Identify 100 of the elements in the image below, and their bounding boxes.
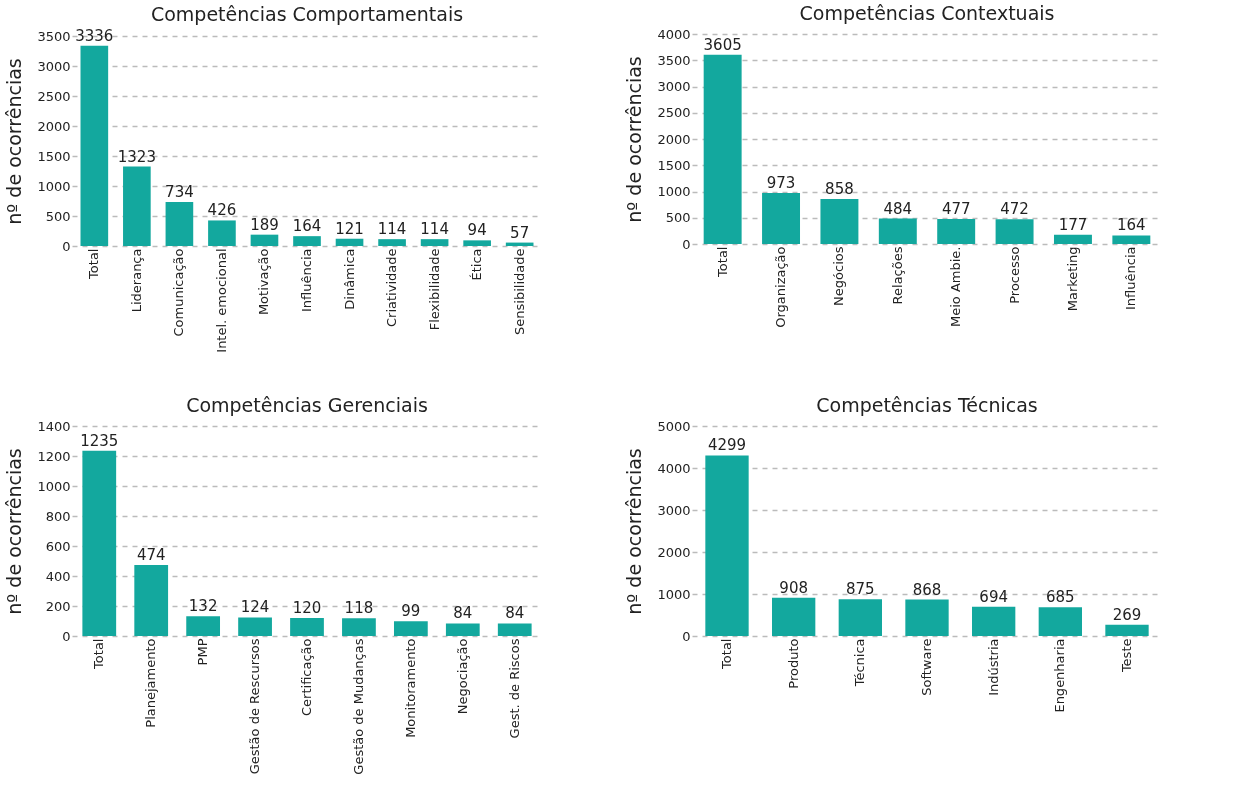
bar <box>393 621 428 636</box>
x-tick-label: Teste <box>1119 638 1134 674</box>
data-label: 875 <box>846 580 875 599</box>
bar <box>820 198 859 244</box>
data-label: 114 <box>377 220 407 239</box>
bar <box>703 54 742 244</box>
y-tick-label: 1500 <box>37 148 71 164</box>
chart-title: Competências Contextuais <box>799 2 1055 24</box>
data-label: 99 <box>401 602 421 621</box>
data-label: 3605 <box>703 35 742 54</box>
bar <box>1105 624 1149 636</box>
x-tick-label: Organização <box>773 246 789 328</box>
bar <box>250 234 279 246</box>
x-tick-label: Engenharia <box>1052 638 1068 713</box>
bar <box>937 218 976 244</box>
bar <box>293 236 321 246</box>
x-tick-label: Gestão de Rescursos <box>247 638 263 775</box>
y-axis-title: nº de ocorrências <box>3 58 26 225</box>
bar <box>463 240 491 246</box>
x-tick-label: Software <box>919 638 934 696</box>
data-label: 124 <box>240 598 270 617</box>
bar <box>290 618 324 636</box>
bar <box>445 623 480 636</box>
data-label: 973 <box>766 173 796 192</box>
y-tick-label: 800 <box>45 508 71 524</box>
bar <box>838 599 882 636</box>
y-tick-label: 1000 <box>37 478 71 494</box>
bar <box>335 238 364 246</box>
y-tick-label: 1000 <box>37 178 71 194</box>
y-tick-label: 5000 <box>657 418 691 434</box>
bar <box>972 606 1016 636</box>
x-tick-label: Flexibilidade <box>426 248 442 331</box>
x-tick-label: Gestão de Mudanças <box>350 638 366 775</box>
chart-title: Competências Gerenciais <box>186 394 428 416</box>
bar <box>995 219 1034 244</box>
data-label: 868 <box>912 580 942 599</box>
data-label: 474 <box>136 545 166 564</box>
y-tick-label: 1500 <box>657 157 691 173</box>
bar <box>378 239 406 246</box>
data-label: 84 <box>453 604 473 623</box>
x-tick-label: Liderança <box>128 248 144 313</box>
bar <box>134 564 169 636</box>
y-tick-label: 200 <box>45 598 71 614</box>
bar <box>80 45 109 246</box>
data-label: 908 <box>779 578 808 597</box>
x-tick-label: Meio Ambie. <box>948 246 964 327</box>
y-tick-label: 4000 <box>657 460 691 476</box>
bar <box>497 623 532 636</box>
bar <box>1038 607 1082 636</box>
chart-title: Competências Técnicas <box>816 394 1038 416</box>
x-tick-label: Marketing <box>1064 246 1080 312</box>
x-tick-label: Planejamento <box>143 638 159 728</box>
x-tick-label: Produto <box>785 638 801 689</box>
y-tick-label: 400 <box>45 568 71 584</box>
bar <box>123 166 151 246</box>
bar <box>82 450 117 636</box>
y-axis-title: nº de ocorrências <box>3 448 26 615</box>
x-tick-label: Dinâmica <box>341 248 357 310</box>
bar <box>905 599 949 636</box>
data-label: 132 <box>188 597 218 616</box>
x-tick-label: Influência <box>299 248 314 312</box>
x-tick-label: Gest. de Riscos <box>506 638 522 739</box>
data-label: 94 <box>467 221 487 240</box>
x-tick-label: Relações <box>889 246 905 305</box>
x-tick-label: Técnica <box>852 638 868 688</box>
data-label: 694 <box>979 587 1008 606</box>
x-tick-label: Total <box>714 246 730 278</box>
data-label: 472 <box>1000 200 1029 219</box>
bar <box>762 192 801 244</box>
x-tick-label: Influência <box>1123 246 1139 310</box>
y-tick-label: 2000 <box>657 544 691 560</box>
y-axis-title: nº de ocorrências <box>623 448 646 615</box>
y-tick-label: 500 <box>665 210 691 226</box>
bar <box>878 218 917 244</box>
bar <box>186 616 221 636</box>
x-tick-label: Negócios <box>831 246 847 306</box>
bar <box>208 220 236 246</box>
data-label: 4299 <box>707 436 747 455</box>
data-label: 269 <box>1112 605 1142 624</box>
bar <box>772 597 816 636</box>
data-label: 114 <box>420 220 449 239</box>
data-label: 3336 <box>75 26 114 45</box>
data-label: 84 <box>505 604 525 623</box>
y-tick-label: 4000 <box>657 26 691 42</box>
y-tick-label: 3500 <box>37 28 71 44</box>
data-label: 426 <box>207 201 237 220</box>
y-tick-label: 0 <box>682 236 691 252</box>
x-tick-label: Total <box>719 638 734 670</box>
y-tick-label: 3500 <box>657 52 691 68</box>
data-label: 1323 <box>117 147 156 166</box>
bar <box>238 617 272 636</box>
data-label: 685 <box>1046 588 1075 607</box>
x-tick-label: Total <box>86 248 102 280</box>
x-tick-label: Monitoramento <box>402 638 418 738</box>
y-tick-label: 2500 <box>657 105 691 121</box>
y-tick-label: 0 <box>62 238 71 254</box>
data-label: 164 <box>1117 216 1146 235</box>
y-tick-label: 1000 <box>657 184 691 199</box>
bar <box>1112 235 1151 244</box>
x-tick-label: Criatividade <box>384 248 400 327</box>
